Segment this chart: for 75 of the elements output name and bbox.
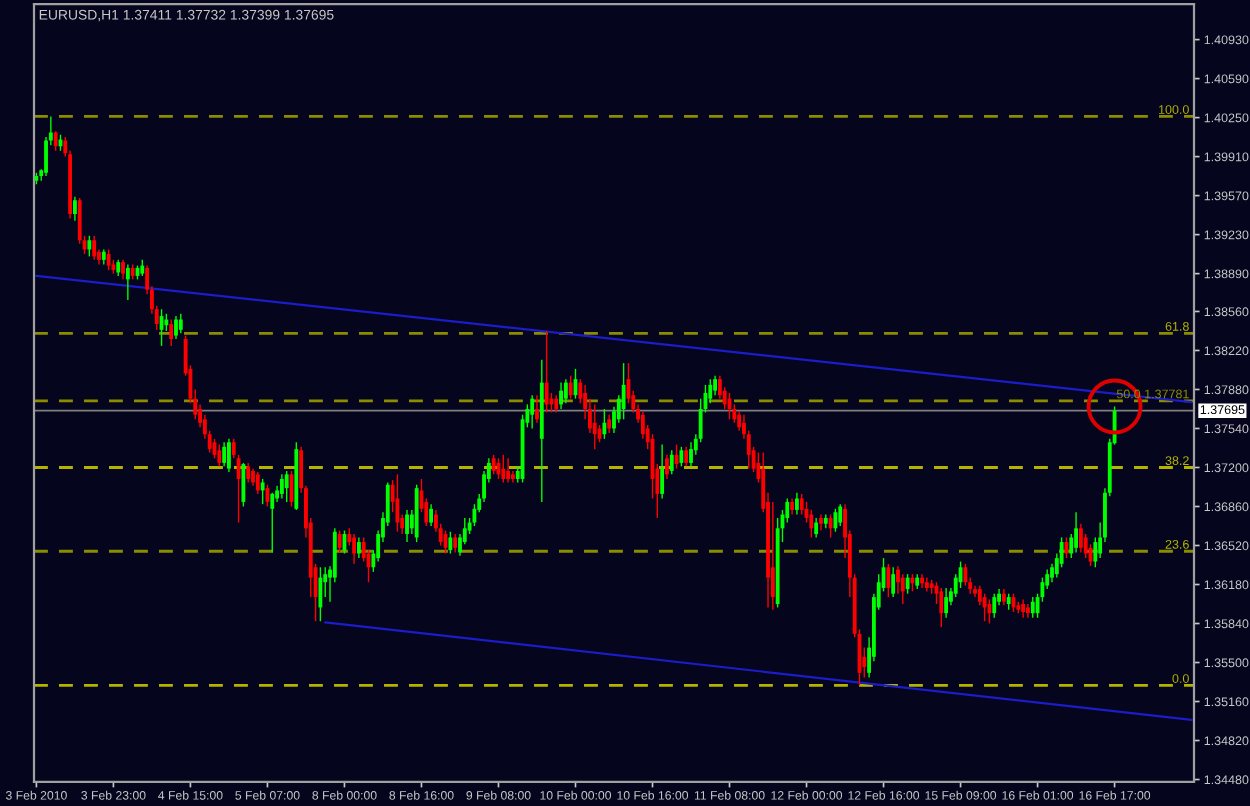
- candlestick: [544, 330, 549, 414]
- candlestick: [944, 587, 949, 619]
- candlestick: [106, 248, 111, 271]
- candlestick: [838, 503, 843, 527]
- candlestick: [395, 473, 400, 533]
- candlestick: [602, 408, 607, 440]
- candlestick: [684, 446, 689, 468]
- candlestick: [963, 563, 968, 587]
- candlestick: [174, 315, 178, 340]
- candlestick: [217, 443, 222, 468]
- candlestick: [737, 410, 742, 432]
- candlestick: [665, 454, 669, 480]
- candlestick: [982, 592, 987, 622]
- candlestick: [318, 566, 323, 622]
- candlestick: [621, 362, 626, 421]
- candlestick: [900, 573, 905, 605]
- candlestick: [992, 592, 997, 619]
- candlestick: [1030, 596, 1035, 619]
- candlestick: [506, 457, 511, 484]
- candlestick: [833, 508, 838, 533]
- candlestick: [828, 513, 833, 539]
- candlestick: [491, 454, 496, 476]
- candlestick: [568, 375, 573, 400]
- candlestick: [689, 441, 693, 468]
- candlestick: [169, 318, 174, 347]
- candlestick: [819, 513, 823, 532]
- candlestick: [178, 313, 183, 334]
- candlestick: [53, 130, 58, 152]
- candlestick: [939, 587, 944, 628]
- candlestick: [227, 438, 231, 473]
- candlestick: [87, 235, 92, 258]
- candlestick: [448, 531, 453, 555]
- candlestick: [255, 471, 260, 495]
- candlestick: [535, 394, 539, 424]
- candlestick: [246, 462, 251, 484]
- candlestick: [592, 403, 597, 450]
- candlestick: [530, 394, 535, 430]
- candlestick: [679, 446, 684, 468]
- candlestick: [607, 414, 612, 434]
- candlestick: [337, 529, 342, 554]
- candlestick: [72, 196, 77, 222]
- candlestick: [92, 235, 97, 261]
- candlestick: [886, 563, 891, 598]
- candlestick: [814, 517, 819, 539]
- candlestick: [429, 503, 434, 527]
- candlestick: [1021, 598, 1026, 619]
- candlestick: [453, 533, 458, 554]
- candlestick: [279, 473, 284, 500]
- candlestick: [1074, 511, 1078, 554]
- candlestick: [660, 443, 665, 500]
- candlestick: [501, 454, 506, 484]
- candlestick: [905, 573, 910, 595]
- candlestick: [794, 492, 799, 516]
- candlestick: [356, 536, 361, 559]
- candlestick: [563, 378, 568, 404]
- candlestick: [891, 566, 896, 598]
- candlestick: [241, 462, 246, 508]
- candlestick: [121, 259, 125, 281]
- candlestick: [799, 493, 804, 516]
- candlestick: [920, 573, 924, 589]
- candlestick: [559, 381, 563, 410]
- candlestick: [405, 509, 409, 543]
- candlestick: [284, 470, 289, 503]
- candlestick: [270, 492, 275, 554]
- candlestick: [231, 438, 236, 460]
- candlestick: [222, 441, 227, 468]
- candlestick: [770, 501, 775, 611]
- candlestick: [708, 378, 713, 404]
- candlestick: [125, 263, 130, 301]
- candlestick: [809, 509, 814, 539]
- candlestick: [1078, 523, 1083, 554]
- candlestick: [713, 375, 717, 396]
- candlestick: [669, 449, 674, 476]
- candlestick: [260, 478, 265, 505]
- candlestick: [352, 533, 357, 565]
